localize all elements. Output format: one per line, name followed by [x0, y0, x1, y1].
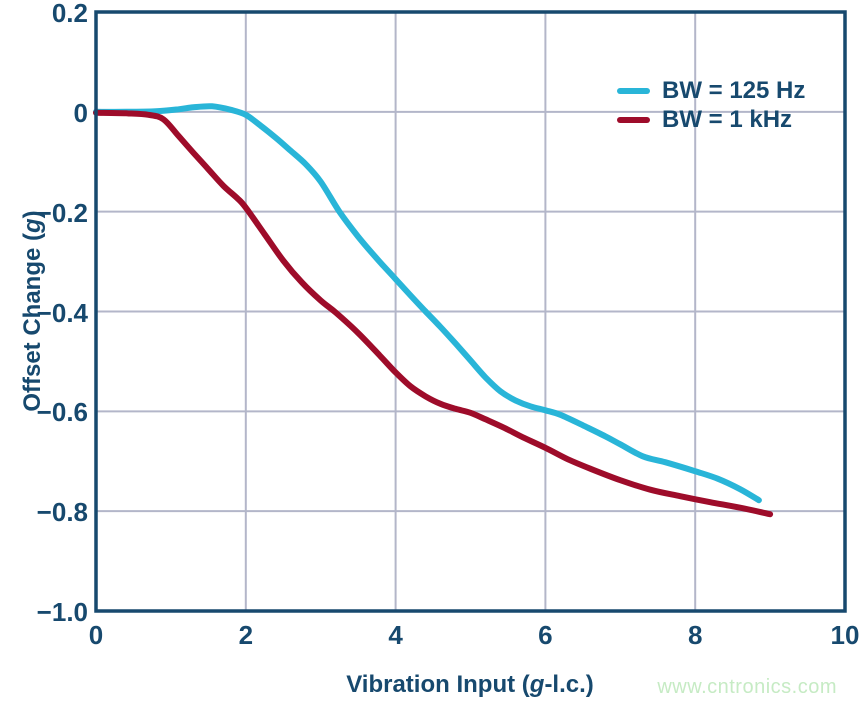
- x-axis-title-italic-unit: g: [529, 671, 545, 698]
- y-axis-title-suffix: ): [19, 210, 46, 219]
- y-tick-label: 0: [73, 97, 88, 128]
- y-tick-label: −1.0: [36, 597, 88, 627]
- x-tick-label: 2: [238, 620, 254, 650]
- legend-label-bw-125hz: BW = 125 Hz: [662, 77, 806, 104]
- x-axis-title-text: Vibration Input (: [346, 671, 530, 698]
- gridlines: [96, 12, 845, 611]
- x-axis-title: Vibration Input (g-l.c.): [346, 671, 594, 699]
- plot-frame: [94, 10, 847, 613]
- legend-swatch-bw-1khz: [617, 116, 650, 123]
- legend-item-bw-125hz: BW = 125 Hz: [617, 76, 805, 105]
- y-axis-title-text: Offset Change (: [19, 232, 46, 412]
- x-tick-label: 4: [388, 620, 403, 650]
- legend-swatch-bw-125hz: [617, 87, 650, 94]
- y-axis-title-italic-unit: g: [19, 218, 46, 233]
- x-tick-label: 10: [830, 620, 860, 650]
- y-tick-label: −0.6: [36, 397, 88, 428]
- y-tick-label: −0.8: [36, 497, 88, 528]
- legend: BW = 125 Hz BW = 1 kHz: [617, 76, 805, 134]
- x-tick-label: 0: [88, 620, 104, 650]
- legend-label-bw-1khz: BW = 1 kHz: [662, 106, 793, 133]
- watermark: www.cntronics.com: [657, 676, 837, 698]
- y-axis-title: Offset Change (g): [19, 210, 47, 411]
- series-lines: [93, 103, 774, 518]
- x-axis-title-suffix: -l.c.): [544, 671, 594, 698]
- y-tick-label: 0.2: [51, 0, 88, 28]
- x-tick-label: 8: [687, 620, 703, 650]
- y-tick-label: −0.2: [36, 197, 88, 228]
- y-tick-label: −0.4: [36, 297, 88, 328]
- x-tick-label: 6: [538, 620, 553, 650]
- legend-item-bw-1khz: BW = 1 kHz: [617, 105, 805, 134]
